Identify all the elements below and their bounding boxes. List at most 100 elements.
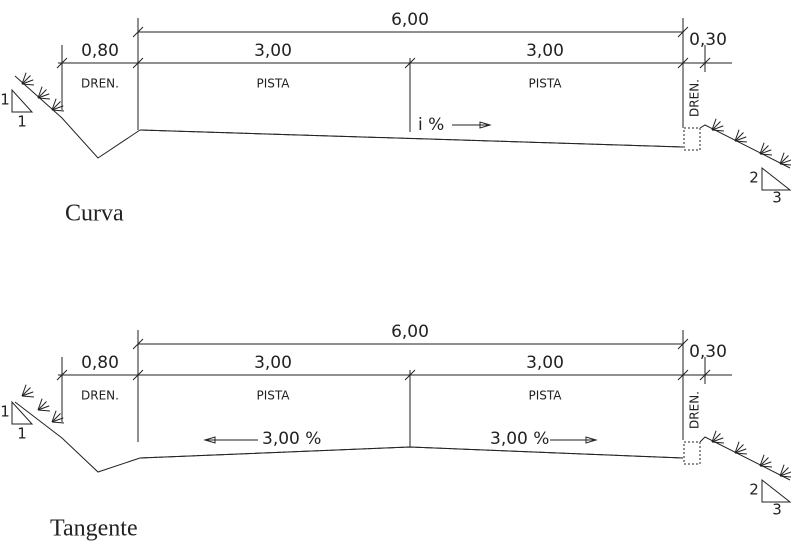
- grass: [711, 430, 717, 443]
- slope-ratio: 2: [749, 481, 759, 499]
- grass: [37, 409, 50, 412]
- slope-ratio: 1: [0, 403, 10, 421]
- embankment: [699, 436, 791, 481]
- grass: [21, 72, 27, 85]
- dimension-label: 3,00: [526, 353, 564, 373]
- grass: [21, 391, 34, 397]
- zone-label: DREN.: [688, 391, 702, 429]
- arrow-head: [479, 121, 492, 129]
- slope-ratio: 3: [772, 501, 782, 519]
- grass: [779, 159, 791, 165]
- embankment: [699, 124, 791, 169]
- dimension-label: 6,00: [391, 322, 429, 342]
- grass: [779, 155, 789, 165]
- curb: [683, 127, 701, 151]
- grass: [759, 149, 772, 155]
- section: 6,00 0,80 3,00 3,00 0,30 DREN. PISTA PISTA DREN.…: [0, 10, 791, 227]
- slope-triangle: [11, 88, 34, 113]
- ditch: [14, 401, 141, 473]
- zone-label: DREN.: [81, 77, 119, 91]
- grass: [37, 89, 47, 99]
- slope-label: i %: [418, 115, 444, 135]
- grass: [759, 153, 772, 156]
- grass: [51, 421, 64, 424]
- grass: [779, 475, 791, 478]
- grass: [711, 118, 717, 131]
- slope-triangle: [761, 166, 791, 191]
- grass: [37, 93, 50, 99]
- grass: [21, 384, 27, 397]
- slope-ratio: 3: [772, 189, 782, 207]
- grass: [779, 467, 789, 477]
- slope-triangle: [761, 478, 791, 503]
- pavement-blocks: [139, 129, 684, 148]
- grass: [21, 83, 34, 86]
- grass: [711, 437, 724, 443]
- grass: [51, 105, 64, 111]
- grass: [734, 136, 747, 142]
- grass: [734, 448, 747, 454]
- zone-label: DREN.: [81, 389, 119, 403]
- grass: [734, 441, 740, 454]
- grass: [779, 471, 791, 477]
- grass: [21, 75, 31, 85]
- dimension-label: 0,80: [81, 353, 119, 373]
- grass: [21, 387, 31, 397]
- dimension-label: 3,00: [526, 41, 564, 61]
- slope-label: 3,00 %: [262, 429, 321, 449]
- slope-ratio: 1: [17, 425, 27, 443]
- slope-label: 3,00 %: [490, 429, 549, 449]
- pavement: [139, 446, 684, 459]
- grass: [711, 129, 724, 132]
- grass: [759, 145, 769, 155]
- zone-label: PISTA: [257, 77, 291, 91]
- dimension-label: 6,00: [391, 10, 429, 30]
- dimension-label: 0,80: [81, 41, 119, 61]
- zone-label: PISTA: [257, 389, 291, 403]
- grass: [21, 79, 34, 85]
- grass: [37, 405, 50, 411]
- grass: [37, 398, 43, 411]
- grass: [759, 454, 765, 467]
- grass: [779, 464, 785, 477]
- arrow-head: [585, 436, 598, 444]
- grass: [779, 163, 791, 166]
- grass: [51, 417, 64, 423]
- grass: [759, 457, 769, 467]
- slope-ratio: 1: [0, 91, 10, 109]
- grass: [51, 98, 57, 111]
- grass: [37, 86, 43, 99]
- section-title: Tangente: [50, 516, 138, 542]
- grass: [759, 142, 765, 155]
- zone-label: PISTA: [529, 389, 563, 403]
- grass: [734, 132, 744, 142]
- grass: [711, 441, 724, 444]
- slope-ratio: 2: [749, 169, 759, 187]
- ditch: [14, 75, 141, 159]
- grass: [734, 140, 747, 143]
- grass: [734, 452, 747, 455]
- dimension-label: 3,00: [254, 41, 292, 61]
- slope-triangle: [11, 400, 34, 425]
- grass: [51, 410, 57, 423]
- grass: [759, 461, 772, 467]
- section-title: Curva: [65, 201, 124, 227]
- grass: [759, 465, 772, 468]
- zone-label: DREN.: [688, 79, 702, 117]
- curb: [683, 441, 701, 465]
- arrow-head: [203, 436, 216, 444]
- dimension-label: 0,30: [689, 342, 727, 362]
- slope-ratio: 1: [17, 113, 27, 131]
- grass: [779, 152, 785, 165]
- dimension-label: 3,00: [254, 353, 292, 373]
- dimension-label: 0,30: [689, 30, 727, 50]
- grass: [734, 444, 744, 454]
- grass: [51, 109, 64, 112]
- section: 6,00 0,80 3,00 3,00 0,30 DREN. PISTA PISTA DREN.…: [0, 322, 791, 542]
- pavement-blocks: [139, 446, 684, 459]
- grass: [711, 121, 721, 131]
- grass: [711, 125, 724, 131]
- grass: [711, 433, 721, 443]
- grass: [37, 401, 47, 411]
